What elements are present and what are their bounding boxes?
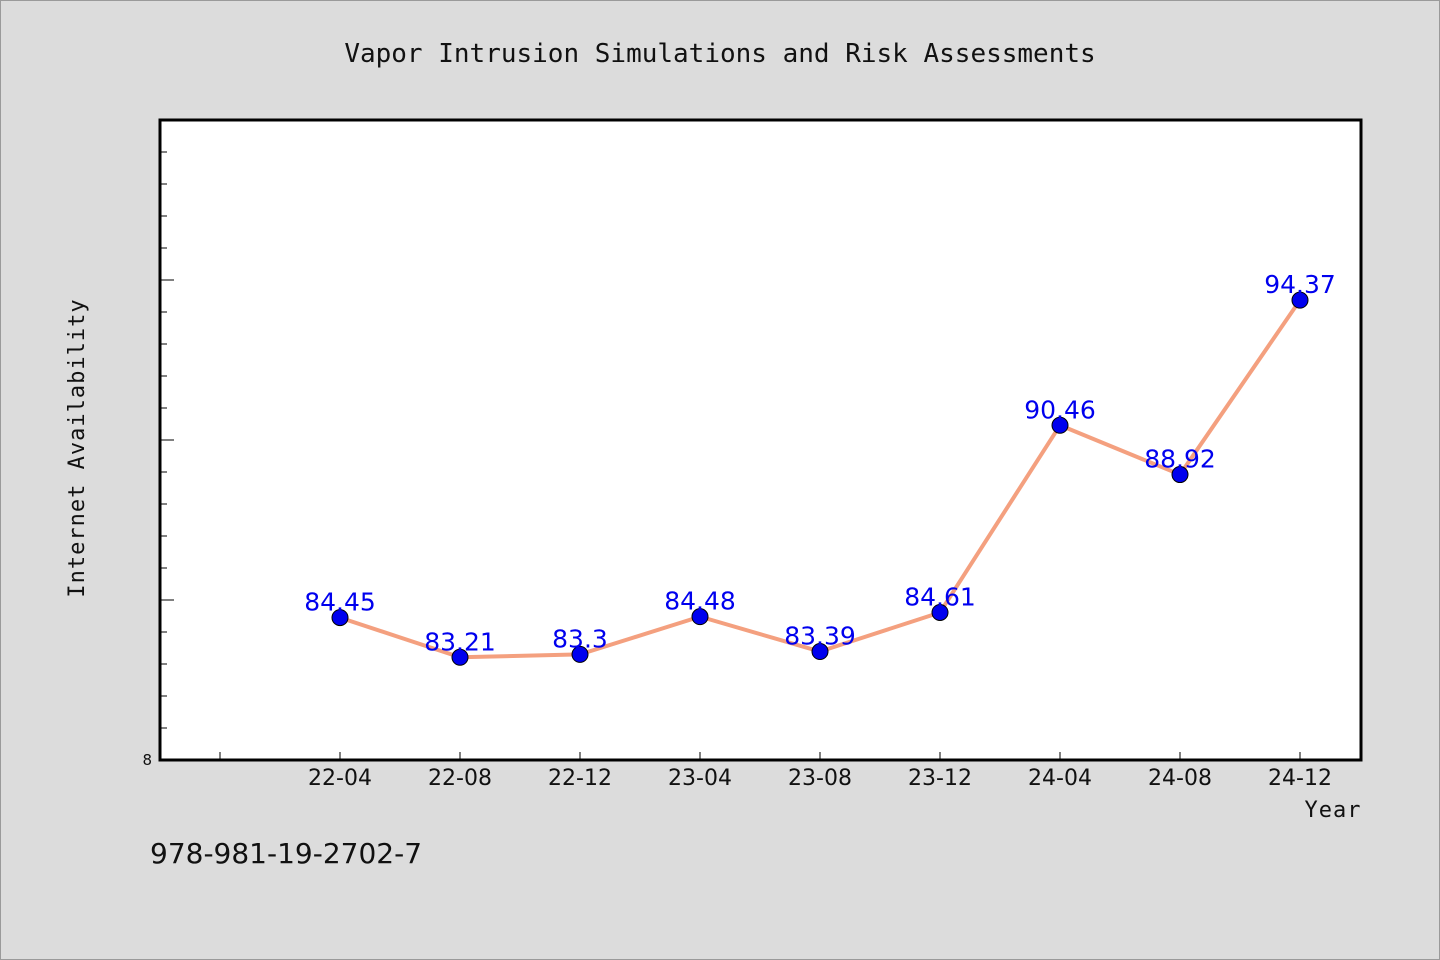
x-tick-label: 24-04 <box>1028 766 1092 791</box>
data-label: 94.37 <box>1264 270 1336 299</box>
x-tick-label: 24-12 <box>1268 766 1332 791</box>
data-point <box>811 643 829 661</box>
data-label: 83.3 <box>552 624 608 653</box>
plot-area <box>158 118 1363 762</box>
data-point <box>1291 291 1309 309</box>
data-label: 84.61 <box>904 582 976 611</box>
x-tick-label: 23-12 <box>908 766 972 791</box>
data-point <box>451 648 469 666</box>
y-axis-label: Internet Availability <box>65 298 90 597</box>
data-label: 83.21 <box>424 627 496 656</box>
x-tick-label: 23-04 <box>668 766 732 791</box>
x-tick-label: 22-12 <box>548 766 612 791</box>
x-axis-label: Year <box>1305 798 1362 823</box>
data-label: 88.92 <box>1144 445 1216 474</box>
data-label: 83.39 <box>784 622 856 651</box>
y-axis-ticks: 8 <box>142 151 174 769</box>
x-tick-label: 22-04 <box>308 766 372 791</box>
series-layer: 84.45 83.21 83.3 84.48 83.39 84.61 90.46 88.92 9… <box>304 270 1336 666</box>
data-label: 90.46 <box>1024 395 1096 424</box>
data-point <box>691 608 709 626</box>
data-point <box>571 645 589 663</box>
data-point <box>931 603 949 621</box>
y-tick-label: 8 <box>142 751 152 769</box>
data-point <box>331 609 349 627</box>
x-tick-label: 24-08 <box>1148 766 1212 791</box>
data-point <box>1051 416 1069 434</box>
chart-title: Vapor Intrusion Simulations and Risk Ass… <box>344 39 1095 69</box>
data-point <box>1171 466 1189 484</box>
data-label: 84.48 <box>664 587 736 616</box>
x-tick-label: 22-08 <box>428 766 492 791</box>
isbn-footer: 978-981-19-2702-7 <box>150 837 422 870</box>
data-label: 84.45 <box>304 588 376 617</box>
x-axis-ticks: 22-04 22-08 22-12 23-04 23-08 23-12 24-04 24-08… <box>219 752 1332 791</box>
x-tick-label: 23-08 <box>788 766 852 791</box>
